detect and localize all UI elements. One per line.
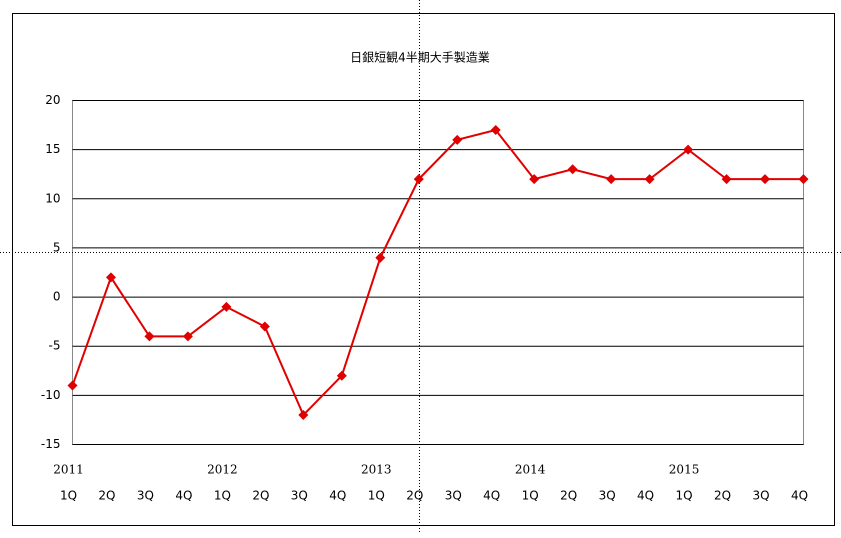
x-tick-label: 3Q <box>137 489 154 503</box>
x-tick-label: 2Q <box>406 489 423 503</box>
year-label: 2013 <box>361 463 392 477</box>
data-point <box>644 174 655 185</box>
x-tick-label: 4Q <box>791 489 808 503</box>
x-tick-label: 1Q <box>368 489 385 503</box>
data-point <box>798 174 809 185</box>
x-tick-label: 3Q <box>445 489 462 503</box>
data-line <box>71 128 804 417</box>
data-point <box>336 370 347 381</box>
x-tick-label: 3Q <box>752 489 769 503</box>
x-tick-label: 1Q <box>522 489 539 503</box>
data-point <box>452 134 463 145</box>
data-point <box>259 321 270 332</box>
data-point <box>413 174 424 185</box>
y-tick-label: 5 <box>53 240 61 254</box>
year-label: 2015 <box>669 463 700 477</box>
data-point <box>105 272 116 283</box>
x-tick-label: 4Q <box>637 489 654 503</box>
year-label: 2012 <box>207 463 238 477</box>
data-point <box>683 144 694 155</box>
data-point <box>606 174 617 185</box>
x-tick-label: 3Q <box>599 489 616 503</box>
year-label: 2011 <box>53 463 84 477</box>
x-tick-label: 2Q <box>560 489 577 503</box>
data-point <box>490 124 501 135</box>
data-point <box>760 174 771 185</box>
data-point <box>144 331 155 342</box>
data-point <box>721 174 732 185</box>
x-tick-label: 4Q <box>175 489 192 503</box>
y-tick-label: -10 <box>41 388 61 402</box>
y-tick-label: 10 <box>45 191 60 205</box>
data-point <box>182 331 193 342</box>
x-tick-label: 2Q <box>98 489 115 503</box>
y-tick-label: 0 <box>53 290 61 304</box>
data-point <box>567 164 578 175</box>
x-tick-label: 3Q <box>291 489 308 503</box>
y-tick-label: -15 <box>41 437 61 451</box>
x-tick-label: 1Q <box>676 489 693 503</box>
y-tick-label: 20 <box>45 93 60 107</box>
plot-area <box>72 100 804 445</box>
y-tick-label: -5 <box>49 339 61 353</box>
x-tick-label: 1Q <box>214 489 231 503</box>
x-tick-label: 4Q <box>483 489 500 503</box>
data-point <box>221 301 232 312</box>
y-tick-label: 15 <box>45 142 60 156</box>
data-point <box>298 410 309 421</box>
x-tick-label: 1Q <box>60 489 77 503</box>
data-point <box>529 174 540 185</box>
x-tick-label: 2Q <box>252 489 269 503</box>
data-point <box>375 252 386 263</box>
x-tick-label: 2Q <box>714 489 731 503</box>
year-label: 2014 <box>515 463 546 477</box>
data-point <box>67 380 78 391</box>
x-tick-label: 4Q <box>329 489 346 503</box>
